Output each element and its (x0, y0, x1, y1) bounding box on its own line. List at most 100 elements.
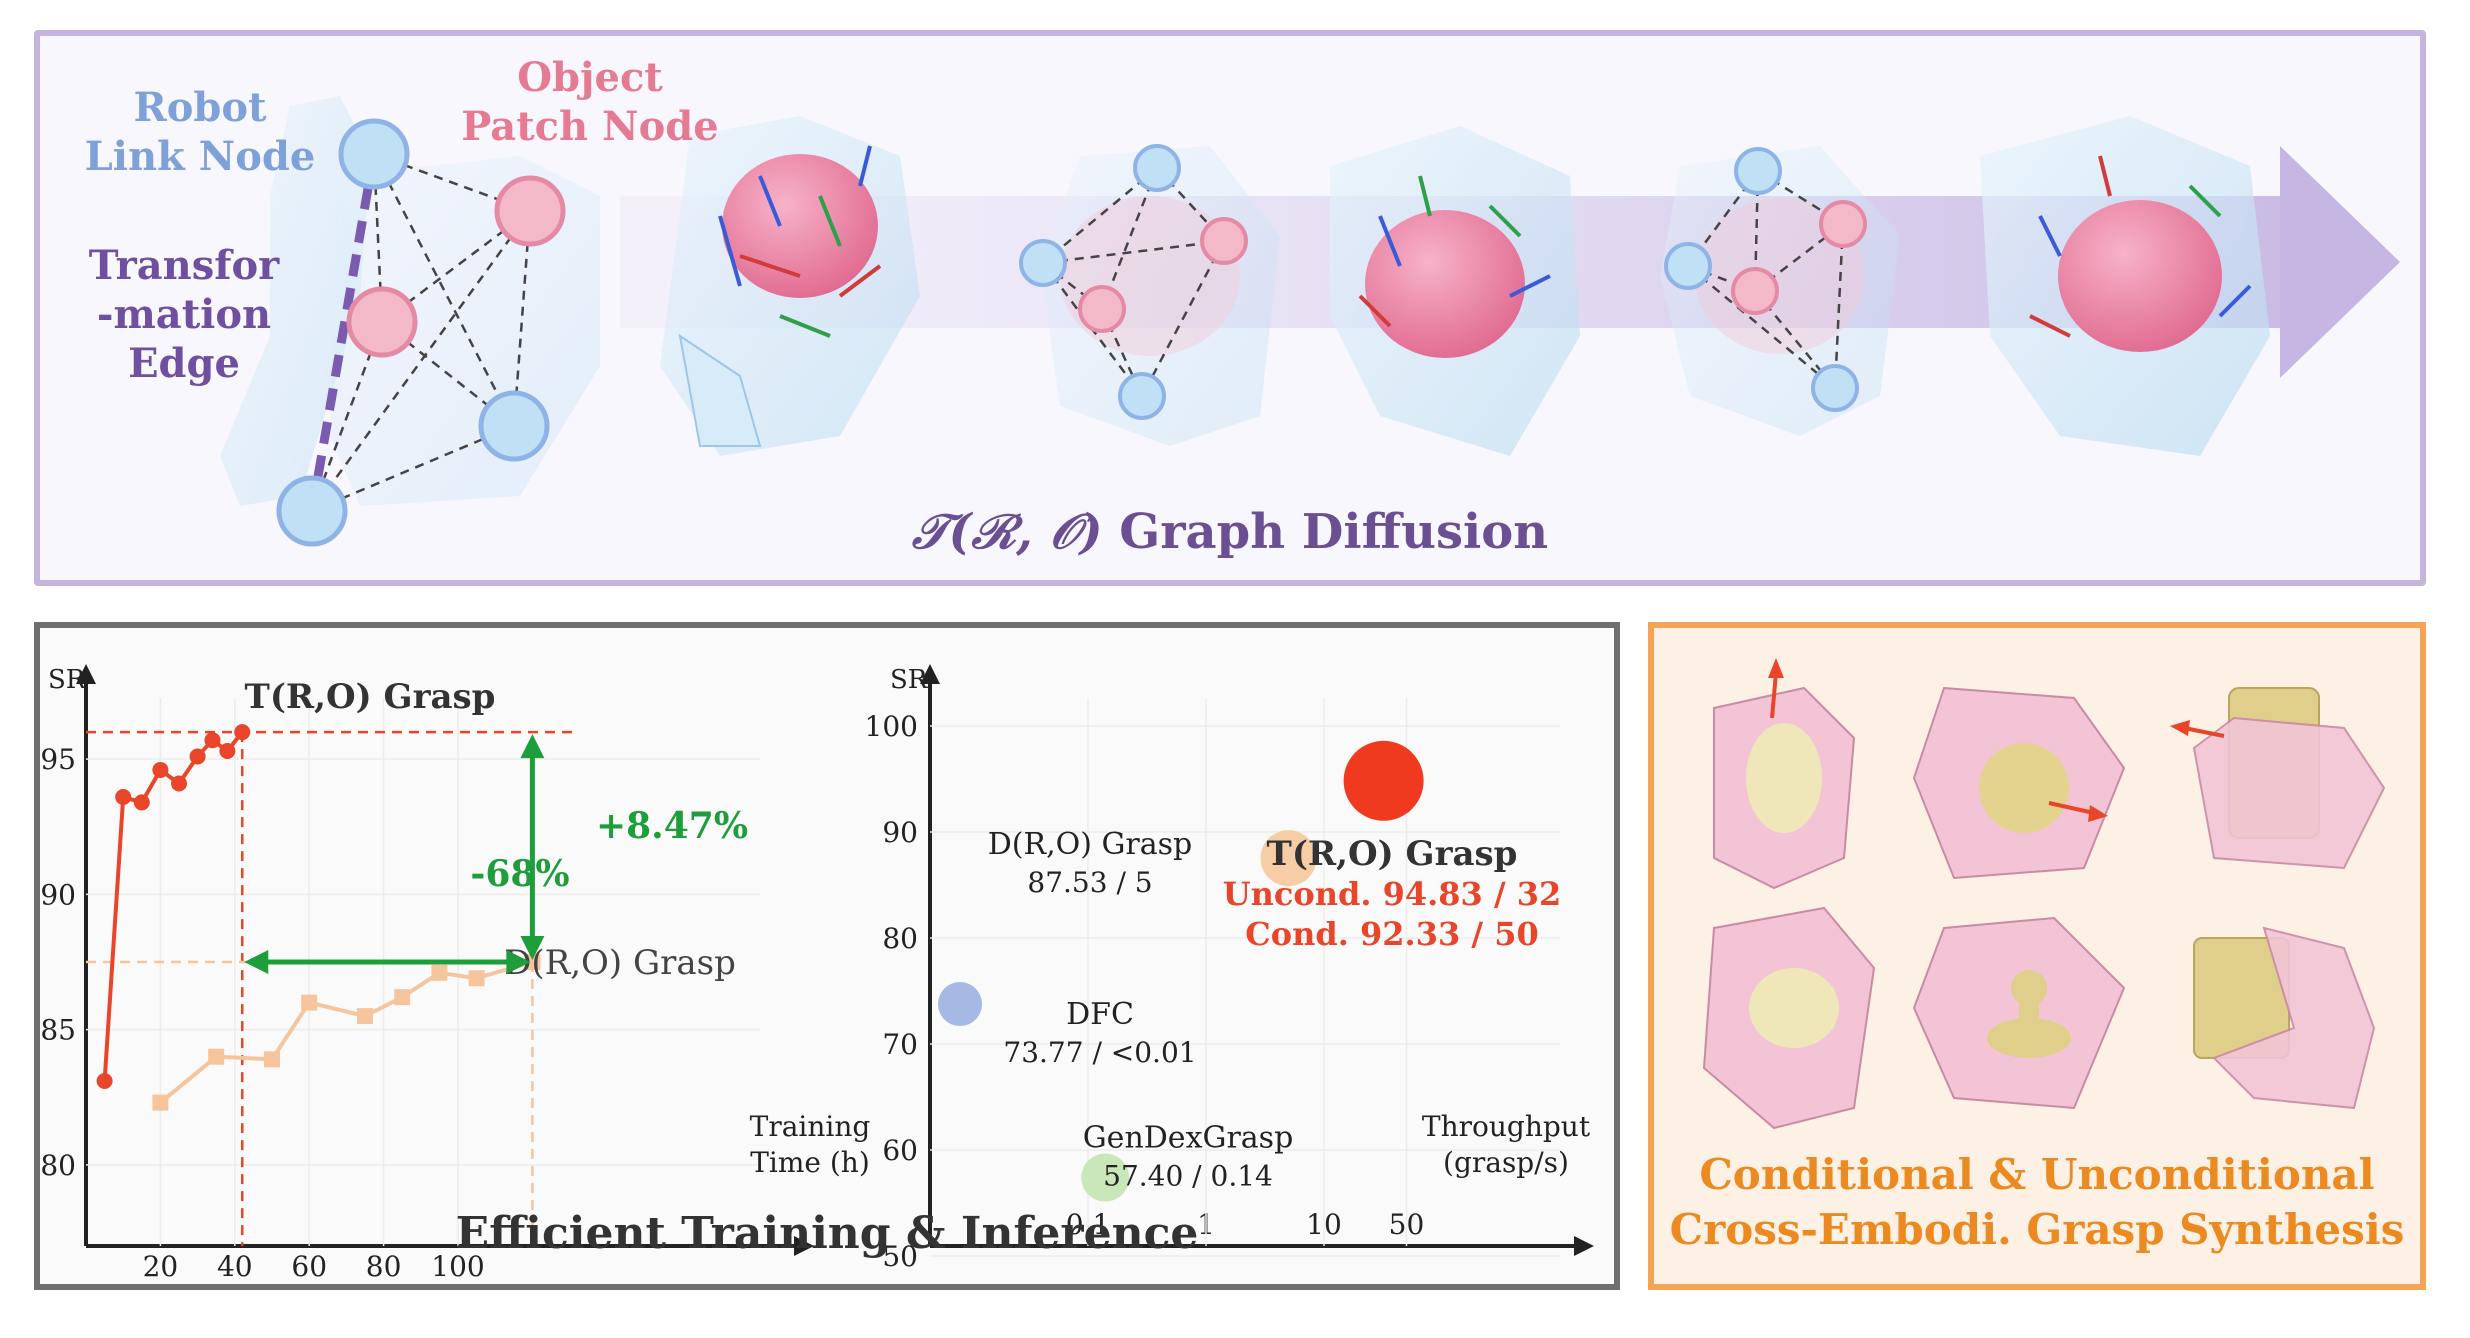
chart1-y-tick-label: 85 (40, 1014, 76, 1047)
grasp-stage-3 (1330, 126, 1580, 456)
chart2-x-axis-arrow (1574, 1236, 1594, 1256)
robot-link-node (276, 475, 348, 547)
robot-link-node-label: Robot Link Node (80, 84, 320, 182)
dro-series-point (152, 1094, 169, 1111)
tro-cond-label: Cond. 92.33 / 50 (1245, 915, 1538, 953)
tro-series-point (96, 1073, 113, 1090)
chart2-y-tick-label: 80 (882, 922, 918, 955)
grasp-example-5 (1912, 916, 2126, 1110)
tro-series-point (115, 789, 132, 806)
chart1-x-tick-label: 100 (431, 1250, 484, 1283)
transformation-edge-label: Transfor -mation Edge (84, 242, 284, 388)
chart2-y-tick-label: 50 (882, 1240, 918, 1273)
grasp-example-4 (1702, 906, 1876, 1130)
scatter-point-dfc (938, 982, 982, 1027)
transformation-edge (307, 153, 379, 512)
transform-label-line3: Edge (128, 339, 240, 387)
chart2-y-tick-label: 90 (882, 816, 918, 849)
tro-series-point (219, 743, 236, 760)
time-reduction-arrowhead-left (244, 950, 269, 974)
chart2-x-label-line2: (grasp/s) (1443, 1146, 1569, 1179)
dfc-name-label: DFC (1066, 997, 1134, 1032)
dro-series-point (394, 989, 411, 1006)
grasp-example-1 (1713, 658, 1856, 890)
sr-gain-arrowhead-bottom (520, 936, 545, 960)
dfc-value-label: 73.77 / <0.01 (1003, 1036, 1196, 1069)
object-label-line1: Object (517, 54, 663, 101)
robot-link-node (338, 118, 410, 190)
caption-line1: Conditional & Unconditional (1699, 1150, 2375, 1199)
tro-series-point (204, 732, 221, 749)
efficiency-panel: SR 80 85 90 95 20 40 60 80 100 Training Time (h) T(R… (34, 622, 1620, 1290)
tro-series-point (133, 794, 150, 811)
scatter-point-d-r-o-grasp (1260, 830, 1317, 887)
chart2-y-tick-label: 60 (882, 1134, 918, 1167)
tro-series-label: T(R,O) Grasp (245, 677, 496, 717)
caption-line2: Cross-Embodi. Grasp Synthesis (1669, 1204, 2405, 1254)
chart1-x-tick-label: 60 (291, 1250, 327, 1283)
graph-diffusion-illustration (220, 96, 2400, 547)
tro-series-point (189, 748, 206, 765)
chart1-y-label: SR (48, 665, 87, 695)
title-text: Graph Diffusion (1119, 504, 1549, 560)
object-label-line2: Patch Node (461, 102, 719, 150)
chart1-y-tick-label: 80 (40, 1149, 76, 1182)
graph-stage-2 (1019, 144, 1280, 446)
chart1-x-label-line1: Training (750, 1110, 871, 1143)
graph-diffusion-panel: Robot Link Node Object Patch Node Transf… (34, 30, 2426, 586)
scatter-point-gendexgrasp (1081, 1153, 1130, 1202)
tro-series-point (234, 724, 251, 741)
dro-series-point (357, 1008, 373, 1025)
tro-uncond-label: Uncond. 94.83 / 32 (1223, 875, 1562, 913)
dro-series-label: D(R,O) Grasp (504, 943, 736, 983)
dro-series-point (301, 994, 318, 1011)
dro-scatter-name-label: D(R,O) Grasp (988, 827, 1193, 862)
grasp-synthesis-caption: Conditional & Unconditional Cross-Embodi… (1654, 1148, 2420, 1257)
dro-series-point (524, 954, 541, 970)
chart2-y-tick-label: 100 (865, 710, 918, 743)
chart2-y-tick-label: 70 (882, 1028, 918, 1061)
chart1-x-label-line2: Time (h) (750, 1146, 870, 1179)
efficiency-caption: Efficient Training & Inference (455, 1208, 1199, 1259)
grasp-stage-5 (1980, 116, 2270, 456)
tro-series-point (152, 761, 169, 778)
time-reduction-label: -68% (470, 853, 569, 895)
sr-gain-label: +8.47% (596, 805, 748, 847)
chart1-y-tick-label: 95 (40, 743, 76, 776)
time-reduction-arrowhead-right (506, 950, 531, 974)
title-math: 𝒯(ℛ, 𝒪) (911, 504, 1103, 560)
transform-label-line2: -mation (96, 290, 272, 338)
tro-series-point (171, 775, 187, 792)
chart2-x-label-line1: Throughput (1422, 1110, 1591, 1143)
chart1-y-tick-label: 90 (40, 878, 76, 911)
object-patch-node (494, 175, 566, 247)
sr-gain-arrowhead-top (520, 734, 545, 759)
dro-series-point (264, 1051, 280, 1068)
object-patch-node (346, 286, 418, 358)
dro-scatter-value-label: 87.53 / 5 (1027, 866, 1152, 899)
tro-scatter-name-label: T(R,O) Grasp (1267, 834, 1518, 874)
grasp-example-2 (1912, 686, 2126, 880)
graph-diffusion-title: 𝒯(ℛ, 𝒪) Graph Diffusion (40, 504, 2420, 561)
chart1-x-tick-label: 40 (217, 1250, 253, 1283)
chart1-x-axis-arrow (794, 1236, 814, 1256)
dro-series-point (468, 970, 485, 987)
robot-link-node (478, 390, 550, 462)
dro-series-point (431, 964, 448, 981)
grasp-example-6 (2193, 926, 2376, 1110)
dro-series-point (208, 1048, 225, 1065)
chart2-y-axis-arrow (920, 664, 940, 684)
scatter-point-t-r-o-grasp (1343, 740, 1424, 821)
grasp-example-3 (2170, 687, 2386, 870)
chart1-x-tick-label: 20 (143, 1250, 179, 1283)
object-patch-node-label: Object Patch Node (460, 54, 720, 152)
chart1-y-axis-arrow (76, 664, 96, 684)
gendexgrasp-value-label: 57.40 / 0.14 (1103, 1160, 1273, 1193)
transform-label-line1: Transfor (88, 242, 280, 289)
grasp-stage-1 (660, 116, 920, 456)
grasp-synthesis-illustrations (1702, 658, 2386, 1130)
gendexgrasp-name-label: GenDexGrasp (1083, 1121, 1294, 1156)
robot-label-line2: Link Node (84, 132, 316, 180)
grasp-synthesis-panel: Conditional & Unconditional Cross-Embodi… (1648, 622, 2426, 1290)
